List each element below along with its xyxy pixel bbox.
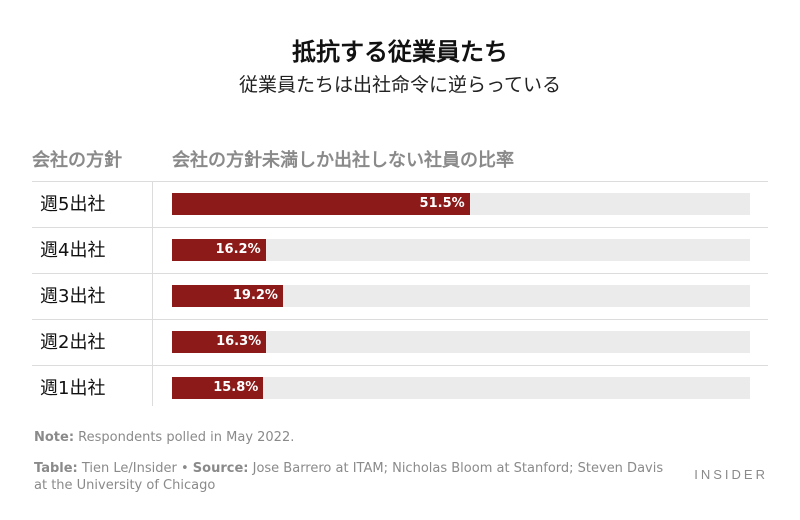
bar-track: 16.3%	[172, 331, 750, 353]
bar-row: 週1出社 15.8%	[32, 365, 768, 411]
bar-value-label: 16.2%	[215, 242, 261, 257]
bar-row: 週2出社 16.3%	[32, 319, 768, 365]
table-credit: Tien Le/Insider •	[77, 461, 193, 476]
bar-track: 19.2%	[172, 285, 750, 307]
bar-value-label: 15.8%	[213, 380, 259, 395]
category-label: 週1出社	[40, 378, 106, 399]
source-label: Source:	[192, 461, 249, 476]
chart-title: 抵抗する従業員たち	[292, 38, 508, 66]
category-label: 週2出社	[40, 332, 106, 353]
column-header-policy: 会社の方針	[32, 150, 122, 171]
insider-logo: INSIDER	[694, 467, 768, 482]
note-text: Respondents polled in May 2022.	[74, 430, 295, 445]
table-label: Table:	[34, 461, 78, 476]
source-text: Jose Barrero at ITAM; Nicholas Bloom at …	[34, 461, 664, 493]
column-header-ratio: 会社の方針未満しか出社しない社員の比率	[172, 150, 514, 171]
bar-row: 週3出社 19.2%	[32, 273, 768, 319]
category-label: 週4出社	[40, 240, 106, 261]
bar: 19.2%	[172, 285, 283, 307]
bar: 15.8%	[172, 377, 264, 399]
source-credit: Table: Tien Le/Insider • Source: Jose Ba…	[34, 460, 674, 494]
bar-track: 51.5%	[172, 193, 750, 215]
bar-track: 16.2%	[172, 239, 750, 261]
bar-value-label: 51.5%	[419, 196, 465, 211]
bar: 16.2%	[172, 239, 266, 261]
bar-track: 15.8%	[172, 377, 750, 399]
note-label: Note:	[34, 430, 75, 445]
category-label: 週3出社	[40, 286, 106, 307]
footnote: Note: Respondents polled in May 2022.	[34, 430, 294, 445]
bar-value-label: 16.3%	[216, 334, 262, 349]
category-label: 週5出社	[40, 194, 106, 215]
bar-row: 週5出社 51.5%	[32, 181, 768, 227]
chart-subtitle: 従業員たちは出社命令に逆らっている	[238, 74, 562, 96]
bar: 51.5%	[172, 193, 470, 215]
bar: 16.3%	[172, 331, 267, 353]
bar-row: 週4出社 16.2%	[32, 227, 768, 273]
bar-value-label: 19.2%	[232, 288, 278, 303]
column-divider	[152, 181, 153, 406]
bar-rows: 週5出社 51.5% 週4出社 16.2% 週3出社 19.2% 週2出社 16.3% 週1出社…	[32, 181, 768, 411]
